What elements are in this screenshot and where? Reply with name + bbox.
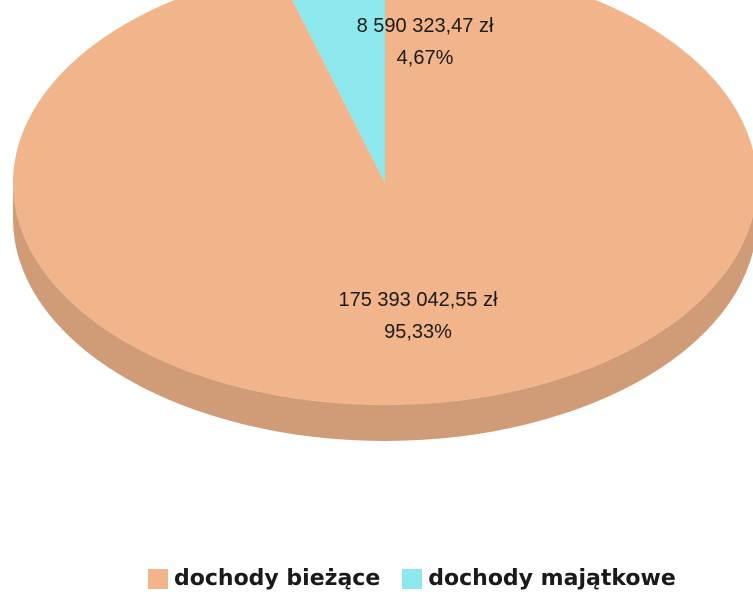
pie-side-biezace (13, 183, 753, 441)
legend-item-majatkowe: dochody majątkowe (402, 566, 676, 591)
pie-slices (13, 0, 753, 441)
pie-slice-majatkowe (292, 0, 385, 183)
legend-label-majatkowe: dochody majątkowe (428, 566, 676, 591)
legend-item-biezace: dochody bieżące (148, 566, 380, 591)
data-label-majatkowe-percent: 4,67% (397, 47, 454, 69)
chart-legend: dochody bieżące dochody majątkowe (148, 566, 698, 591)
data-label-biezace-value: 175 393 042,55 zł (338, 289, 498, 311)
data-label-biezace-percent: 95,33% (384, 321, 452, 343)
data-label-majatkowe-value: 8 590 323,47 zł (357, 15, 494, 37)
legend-label-biezace: dochody bieżące (174, 566, 381, 591)
legend-swatch-majatkowe (402, 568, 423, 589)
legend-swatch-biezace (148, 568, 168, 589)
pie-slice-biezace (13, 0, 753, 405)
